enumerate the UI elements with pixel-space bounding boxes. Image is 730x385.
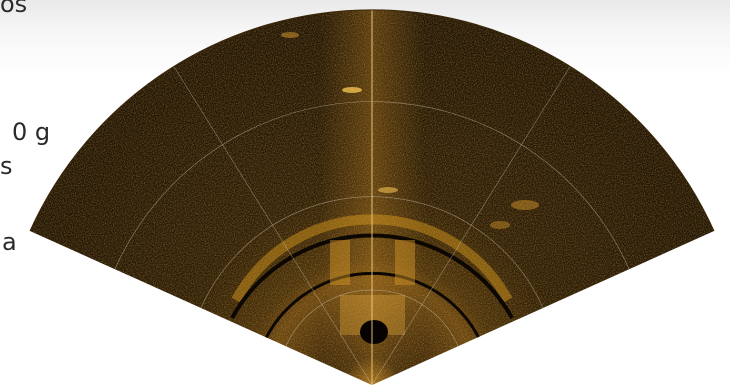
range-label-right-2-5m: 2.5m xyxy=(458,347,478,357)
text-fragment-s: s xyxy=(0,152,13,180)
range-label-right-10m: 10r xyxy=(716,228,729,238)
range-label-left-7-5m: 7.5m xyxy=(90,268,110,278)
range-label-right-5m: 5m xyxy=(543,308,556,318)
range-rings xyxy=(114,101,630,347)
text-fragment-a: a xyxy=(2,228,17,256)
range-label-left-2-5m: 2.5m xyxy=(262,347,282,357)
range-label-left-5m: 5m xyxy=(186,308,199,318)
range-label-right-7-5m: 7.5m xyxy=(628,268,648,278)
max-range-arc xyxy=(29,9,715,232)
background-slide-text: os 0 g s a xyxy=(0,0,80,385)
text-fragment-0g: 0 g xyxy=(12,118,51,146)
text-fragment-os: os xyxy=(0,0,28,18)
range-label-left-10m: 10m xyxy=(8,228,26,238)
bearing-lines xyxy=(167,56,577,385)
